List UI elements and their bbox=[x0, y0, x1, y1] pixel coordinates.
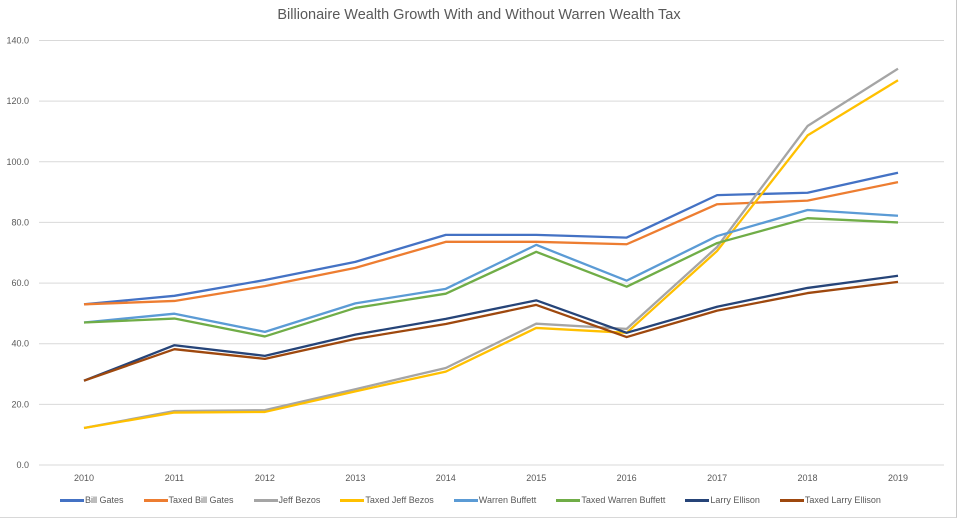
legend-swatch bbox=[143, 498, 168, 502]
series-line-taxed-bill-gates bbox=[83, 180, 899, 306]
legend-item: Warren Buffett bbox=[453, 495, 537, 505]
x-tick-label: 2010 bbox=[74, 473, 94, 483]
x-tick-label: 2017 bbox=[707, 473, 727, 483]
x-tick-label: 2018 bbox=[798, 473, 818, 483]
legend-label: Taxed Bill Gates bbox=[168, 495, 234, 505]
legend-swatch bbox=[340, 498, 365, 502]
y-tick-label: 0.0 bbox=[16, 460, 29, 470]
legend-item: Larry Ellison bbox=[685, 495, 760, 505]
legend-item: Taxed Warren Buffett bbox=[556, 495, 665, 505]
legend-swatch bbox=[60, 498, 84, 502]
legend-label: Warren Buffett bbox=[478, 495, 537, 505]
legend-item: Taxed Larry Ellison bbox=[779, 495, 881, 505]
y-tick-label: 60.0 bbox=[11, 278, 29, 288]
x-tick-label: 2013 bbox=[345, 473, 365, 483]
y-tick-label: 100.0 bbox=[6, 157, 29, 167]
legend-item: Bill Gates bbox=[60, 495, 124, 505]
legend: Bill Gates Taxed Bill Gates Jeff Bezos Taxe… bbox=[60, 495, 901, 505]
legend-swatch bbox=[779, 498, 804, 502]
series-line-taxed-larry-ellison bbox=[83, 280, 899, 382]
x-tick-label: 2016 bbox=[617, 473, 637, 483]
x-tick-label: 2014 bbox=[436, 473, 456, 483]
y-tick-label: 140.0 bbox=[6, 36, 29, 46]
x-tick-label: 2012 bbox=[255, 473, 275, 483]
series-line-jeff-bezos bbox=[83, 67, 899, 430]
legend-label: Taxed Jeff Bezos bbox=[365, 495, 434, 505]
legend-swatch bbox=[253, 498, 278, 502]
series-line-bill-gates bbox=[83, 171, 899, 306]
legend-label: Jeff Bezos bbox=[278, 495, 321, 505]
y-tick-label: 120.0 bbox=[6, 96, 29, 106]
series-line-taxed-warren-buffett bbox=[83, 217, 899, 338]
y-tick-label: 20.0 bbox=[11, 399, 29, 409]
x-tick-label: 2011 bbox=[165, 473, 184, 483]
y-tick-label: 80.0 bbox=[11, 217, 29, 227]
legend-swatch bbox=[453, 498, 478, 502]
legend-swatch bbox=[685, 498, 710, 502]
chart-title: Billionaire Wealth Growth With and Witho… bbox=[277, 7, 681, 23]
x-tick-label: 2015 bbox=[526, 473, 546, 483]
series-line-taxed-jeff-bezos bbox=[83, 79, 899, 430]
legend-label: Bill Gates bbox=[85, 495, 124, 505]
y-tick-label: 40.0 bbox=[11, 339, 29, 349]
legend-item: Taxed Bill Gates bbox=[143, 495, 234, 505]
legend-label: Taxed Larry Ellison bbox=[804, 495, 881, 505]
x-tick-label: 2019 bbox=[888, 473, 908, 483]
series-line-larry-ellison bbox=[83, 274, 899, 382]
legend-label: Taxed Warren Buffett bbox=[581, 495, 666, 505]
legend-swatch bbox=[556, 498, 581, 502]
legend-label: Larry Ellison bbox=[710, 495, 760, 505]
legend-item: Jeff Bezos bbox=[253, 495, 321, 505]
series-line-warren-buffett bbox=[83, 208, 899, 334]
legend-item: Taxed Jeff Bezos bbox=[340, 495, 434, 505]
